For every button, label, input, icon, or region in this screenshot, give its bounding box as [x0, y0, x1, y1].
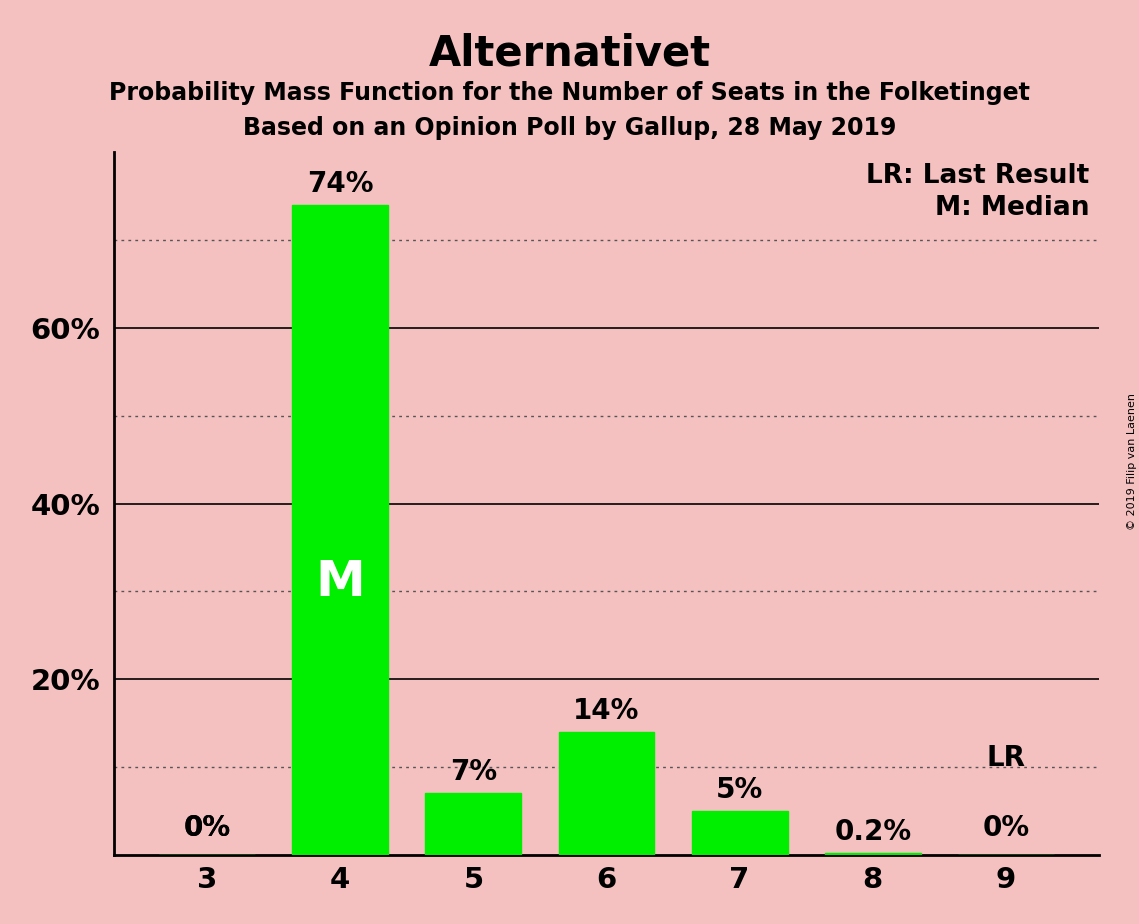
Text: 0%: 0% [183, 813, 231, 842]
Text: LR: LR [986, 744, 1025, 772]
Bar [558, 732, 655, 855]
Text: Based on an Opinion Poll by Gallup, 28 May 2019: Based on an Opinion Poll by Gallup, 28 M… [243, 116, 896, 140]
Bar [691, 811, 787, 855]
Text: 7%: 7% [450, 759, 497, 786]
Bar [426, 793, 522, 855]
Text: 0%: 0% [982, 813, 1030, 842]
Text: M: M [316, 558, 366, 606]
Text: © 2019 Filip van Laenen: © 2019 Filip van Laenen [1126, 394, 1137, 530]
Text: 5%: 5% [716, 776, 763, 804]
Text: LR: Last Result: LR: Last Result [866, 163, 1089, 189]
Text: Alternativet: Alternativet [428, 32, 711, 74]
Text: 0.2%: 0.2% [834, 818, 911, 846]
Text: 0%: 0% [183, 813, 231, 842]
Bar [825, 853, 920, 855]
Bar [293, 205, 388, 855]
Text: 74%: 74% [308, 170, 374, 198]
Text: M: Median: M: Median [935, 195, 1089, 221]
Text: Probability Mass Function for the Number of Seats in the Folketinget: Probability Mass Function for the Number… [109, 81, 1030, 105]
Text: 14%: 14% [573, 697, 640, 724]
